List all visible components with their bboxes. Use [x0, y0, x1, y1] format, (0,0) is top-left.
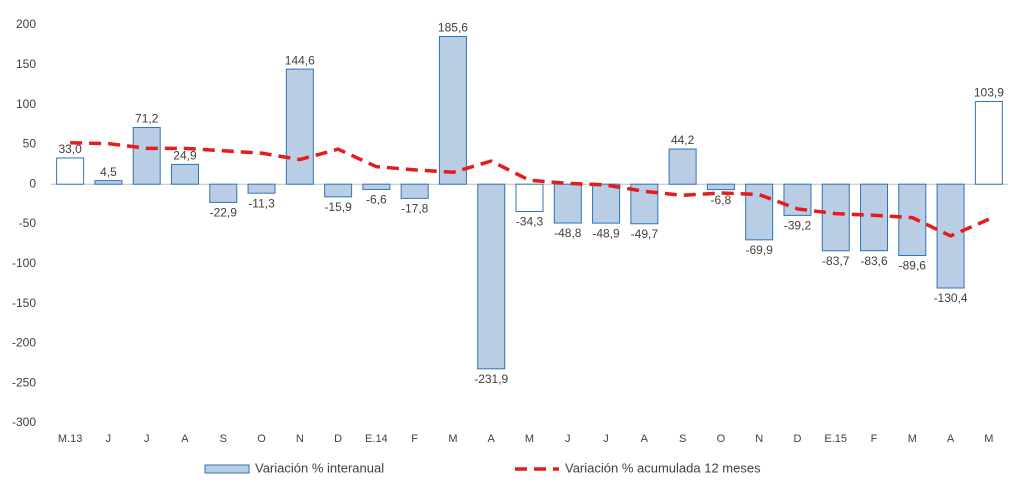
bar	[860, 183, 889, 252]
x-tick-label: D	[793, 433, 801, 445]
x-tick-label: A	[488, 433, 496, 445]
data-label: 44,2	[671, 133, 695, 147]
data-label: -89,6	[899, 259, 927, 273]
y-tick-label: -50	[19, 216, 37, 230]
bar	[400, 183, 429, 199]
legend-label: Variación % interanual	[255, 460, 384, 475]
x-tick-label: N	[296, 433, 304, 445]
x-tick-label: J	[144, 433, 150, 445]
data-label: 144,6	[285, 53, 315, 67]
data-label: -231,9	[474, 372, 508, 386]
y-tick-label: 150	[16, 57, 36, 71]
data-label: -22,9	[210, 206, 238, 220]
bar	[285, 68, 314, 185]
x-tick-label: S	[220, 433, 227, 445]
bar	[324, 183, 353, 198]
data-label: -39,2	[784, 219, 812, 233]
data-label: -17,8	[401, 202, 429, 216]
x-tick-label: J	[565, 433, 571, 445]
data-label: -11,3	[248, 196, 275, 210]
legend-swatch	[204, 464, 250, 474]
bar	[438, 35, 467, 185]
bar	[56, 157, 85, 185]
bar	[247, 183, 276, 194]
data-label: 24,9	[173, 149, 197, 163]
x-tick-label: A	[181, 433, 189, 445]
x-tick-label: F	[411, 433, 418, 445]
x-tick-label: E.15	[824, 433, 847, 445]
data-label: -83,7	[822, 254, 850, 268]
x-tick-label: E.14	[365, 433, 388, 445]
data-label: -83,6	[860, 254, 888, 268]
data-label: -6,6	[366, 193, 387, 207]
line	[70, 141, 990, 238]
bar	[974, 100, 1003, 185]
bar	[592, 183, 621, 224]
y-tick-label: 100	[16, 97, 36, 111]
x-tick-label: S	[679, 433, 686, 445]
data-label: 103,9	[974, 86, 1004, 100]
y-tick-label: -250	[12, 375, 36, 389]
data-label: 33,0	[58, 142, 82, 156]
x-tick-label: F	[871, 433, 878, 445]
x-tick-label: J	[106, 433, 112, 445]
y-tick-label: -200	[12, 336, 36, 350]
x-tick-label: M	[448, 433, 457, 445]
bar	[209, 183, 238, 203]
x-tick-label: N	[755, 433, 763, 445]
x-tick-label: M	[908, 433, 917, 445]
bar	[553, 183, 582, 224]
x-tick-label: M.13	[58, 433, 82, 445]
x-tick-label: M	[984, 433, 993, 445]
data-label: 71,2	[135, 112, 159, 126]
bar	[668, 148, 697, 185]
bar	[132, 127, 161, 185]
data-label: 185,6	[438, 21, 468, 35]
data-label: -48,8	[554, 226, 582, 240]
data-label: -49,7	[631, 227, 659, 241]
bar	[170, 163, 199, 185]
y-tick-label: 0	[29, 176, 36, 190]
x-tick-label: A	[947, 433, 955, 445]
y-tick-label: -100	[12, 256, 36, 270]
data-label: -6,8	[711, 193, 732, 207]
bar	[477, 183, 506, 370]
x-tick-label: A	[641, 433, 649, 445]
data-label: -15,9	[324, 200, 352, 214]
data-label: -69,9	[746, 243, 774, 257]
y-tick-label: 200	[16, 17, 36, 31]
x-tick-label: J	[603, 433, 609, 445]
y-tick-label: 50	[23, 137, 37, 151]
legend-label: Variación % acumulada 12 meses	[565, 460, 761, 475]
x-tick-label: O	[717, 433, 726, 445]
x-tick-label: D	[334, 433, 342, 445]
data-label: -34,3	[516, 215, 544, 229]
y-tick-label: -150	[12, 296, 36, 310]
bar	[898, 183, 927, 257]
bar	[362, 183, 391, 190]
x-tick-label: O	[257, 433, 266, 445]
bar	[706, 183, 735, 191]
data-label: 4,5	[100, 165, 117, 179]
x-tick-label: M	[525, 433, 534, 445]
bar	[515, 183, 544, 213]
bar	[821, 183, 850, 252]
data-label: -48,9	[592, 226, 620, 240]
data-label: -130,4	[934, 291, 968, 305]
bar	[94, 180, 123, 185]
y-tick-label: -300	[12, 415, 36, 429]
